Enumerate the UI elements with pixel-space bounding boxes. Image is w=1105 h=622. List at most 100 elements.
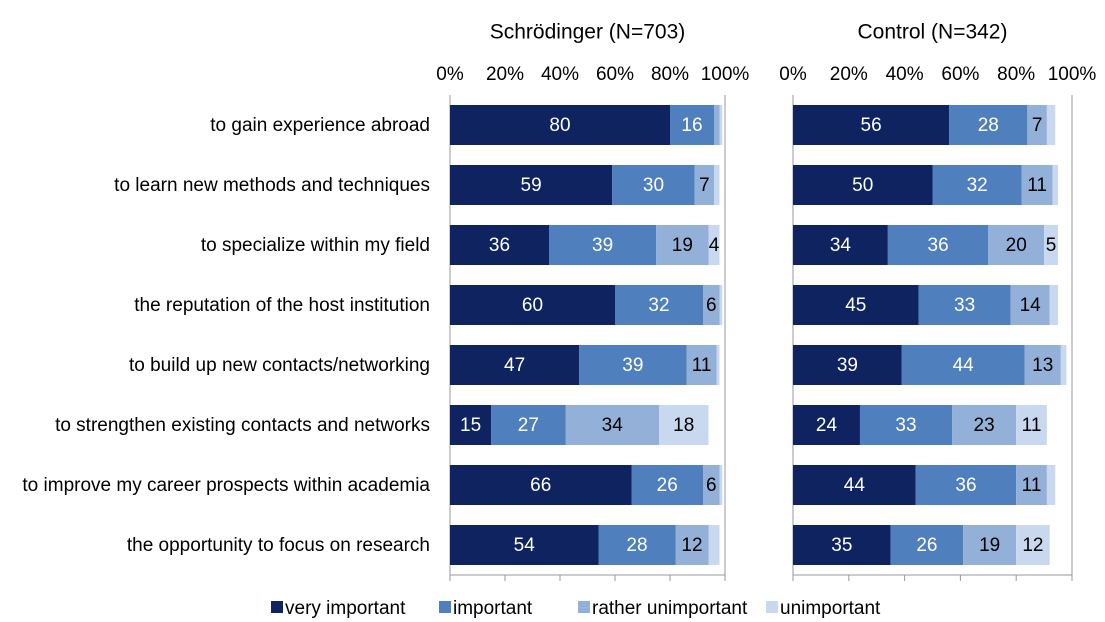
value-label: 44 <box>953 355 975 376</box>
value-label: 33 <box>895 415 916 436</box>
value-label: 5 <box>1046 235 1057 256</box>
bar-segment <box>694 165 714 205</box>
x-tick-label: 40% <box>886 64 924 85</box>
value-label: 34 <box>830 235 852 256</box>
bar-segment <box>1016 525 1050 565</box>
bar-segment <box>631 465 703 505</box>
bar-segment <box>918 285 1011 325</box>
x-tick-label: 100% <box>701 64 750 85</box>
value-label: 66 <box>530 475 551 496</box>
value-label: 12 <box>681 535 702 556</box>
value-label: 18 <box>673 415 694 436</box>
value-label: 6 <box>706 475 717 496</box>
value-label: 24 <box>816 415 838 436</box>
bar-segment <box>1060 345 1067 385</box>
bar-segment <box>579 345 687 385</box>
value-label: 59 <box>521 175 542 196</box>
bar-segment <box>714 105 720 145</box>
category-label: to specialize within my field <box>200 234 430 256</box>
bar-segment <box>963 525 1017 565</box>
bar-segment <box>450 105 670 145</box>
bar-segment <box>793 105 950 145</box>
x-tick-label: 80% <box>651 64 689 85</box>
value-label: 47 <box>504 355 525 376</box>
value-label: 28 <box>626 535 647 556</box>
bar-segment <box>686 345 717 385</box>
bar-segment <box>1027 105 1047 145</box>
bar-segment <box>932 165 1022 205</box>
bar-segment <box>793 525 891 565</box>
panel-title: Schrödinger (N=703) <box>490 21 686 44</box>
value-label: 33 <box>954 295 975 316</box>
category-label: to strengthen existing contacts and netw… <box>55 414 430 436</box>
bar-segment <box>450 165 613 205</box>
bar-segment <box>859 405 953 445</box>
bar-segment <box>708 525 720 565</box>
bar-segment <box>491 405 566 445</box>
value-label: 39 <box>592 235 613 256</box>
bar-segment <box>793 225 888 265</box>
bar-segment <box>719 285 723 325</box>
x-tick-label: 80% <box>997 64 1035 85</box>
value-label: 45 <box>845 295 866 316</box>
value-label: 16 <box>681 115 702 136</box>
x-tick-label: 20% <box>486 64 524 85</box>
value-label: 14 <box>1020 295 1042 316</box>
bar-segment <box>1016 405 1047 445</box>
value-label: 12 <box>1022 535 1043 556</box>
value-label: 11 <box>692 355 712 376</box>
value-label: 13 <box>1032 355 1053 376</box>
x-tick-label: 60% <box>941 64 979 85</box>
bar-segment <box>565 405 659 445</box>
x-tick-label: 40% <box>541 64 579 85</box>
bar-segment <box>1046 105 1056 145</box>
category-label: to gain experience abroad <box>210 114 430 136</box>
bar-segment <box>988 225 1045 265</box>
legend-label: rather unimportant <box>592 598 748 619</box>
legend-swatch <box>578 601 590 613</box>
category-label: the opportunity to focus on research <box>126 534 430 556</box>
value-label: 80 <box>549 115 570 136</box>
value-label: 28 <box>978 115 999 136</box>
bar-segment <box>1024 345 1061 385</box>
bar-segment <box>675 525 709 565</box>
bar-segment <box>1044 225 1059 265</box>
value-label: 15 <box>460 415 481 436</box>
bar-segment <box>719 465 723 505</box>
bar-segment <box>915 465 1017 505</box>
category-label: to build up new contacts/networking <box>128 354 430 376</box>
value-label: 27 <box>518 415 539 436</box>
legend-label: unimportant <box>780 598 881 619</box>
bar-segment <box>450 285 615 325</box>
category-label: the reputation of the host institution <box>134 294 430 316</box>
bar-segment <box>1010 285 1050 325</box>
value-label: 32 <box>648 295 669 316</box>
value-label: 44 <box>844 475 866 496</box>
bar-segment <box>887 225 989 265</box>
bar-segment <box>1021 165 1053 205</box>
value-label: 19 <box>979 535 1000 556</box>
bar-segment <box>1046 465 1056 505</box>
x-tick-label: 0% <box>779 64 807 85</box>
value-label: 11 <box>1022 415 1042 436</box>
value-label: 30 <box>643 175 664 196</box>
x-tick-label: 20% <box>830 64 868 85</box>
value-label: 56 <box>861 115 882 136</box>
bar-segment <box>1016 465 1047 505</box>
value-label: 20 <box>1006 235 1027 256</box>
x-tick-label: 60% <box>596 64 634 85</box>
value-label: 19 <box>672 235 693 256</box>
bar-segment <box>450 525 599 565</box>
bar-segment <box>450 465 632 505</box>
x-tick-label: 0% <box>436 64 464 85</box>
value-label: 6 <box>706 295 717 316</box>
bar-segment <box>598 525 676 565</box>
value-label: 23 <box>974 415 995 436</box>
value-label: 39 <box>622 355 643 376</box>
category-label: to improve my career prospects within ac… <box>22 474 430 496</box>
bar-segment <box>450 225 549 265</box>
bar-segment <box>450 405 492 445</box>
bar-segment <box>719 105 723 145</box>
